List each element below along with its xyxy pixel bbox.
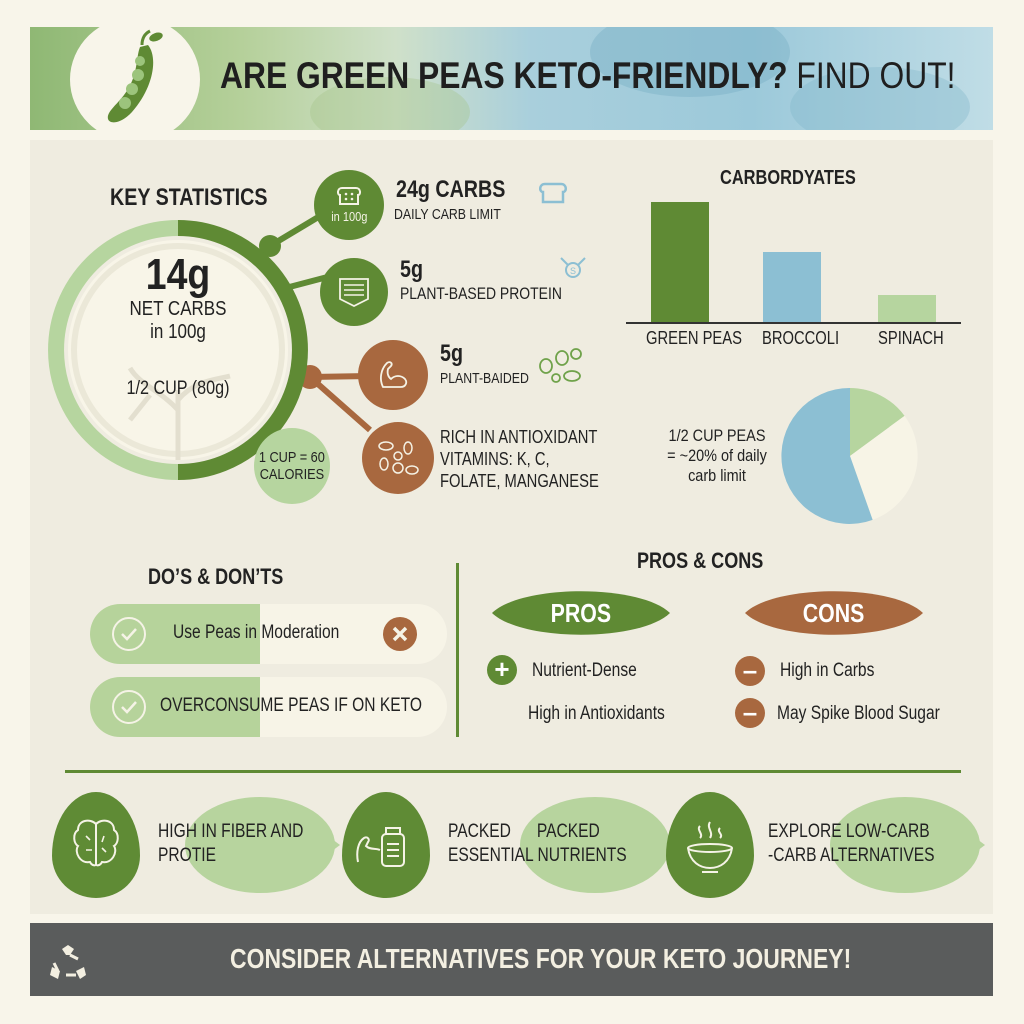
svg-text:S: S — [570, 266, 576, 276]
seeds-icon — [539, 348, 582, 383]
pros-cons-heading: PROS & CONS — [637, 548, 764, 573]
brain-icon-badge — [52, 792, 140, 898]
bar-chart-axis — [626, 322, 961, 324]
arm-bottle-icon-badge — [342, 792, 430, 898]
brain-icon — [73, 819, 119, 867]
bar-label-broccoli: BROCCOLI — [762, 328, 840, 348]
carbs-value: 24g CARBS — [396, 176, 506, 203]
protein-node — [320, 258, 388, 326]
antioxidant-line3: FOLATE, MANGANESE — [440, 471, 599, 491]
soup-bowl-icon — [687, 821, 733, 873]
carbs-label: DAILY CARB LIMIT — [394, 206, 501, 223]
con-item-1: High in Carbs — [780, 660, 875, 681]
net-carbs-center: 14g NET CARBS in 100g 1/2 CUP (80g) — [78, 250, 278, 400]
antioxidant-line1: RICH IN ANTIOXIDANT — [440, 427, 598, 447]
minus-icon: – — [735, 656, 765, 686]
antioxidant-node — [362, 422, 434, 494]
recycle-icon — [50, 945, 86, 979]
antioxidant-text: RICH IN ANTIOXIDANT VITAMINS: K, C, FOLA… — [440, 426, 634, 492]
bar-label-green-peas: GREEN PEAS — [646, 328, 742, 348]
pros-badge: PROS — [550, 597, 612, 628]
bread-icon — [336, 187, 362, 205]
dont-item-text: OVERCONSUME PEAS IF ON KETO — [160, 695, 423, 716]
bar-broccoli — [763, 252, 821, 322]
soup-icon-badge — [666, 792, 754, 898]
pea-pod-icon — [107, 29, 163, 123]
cons-badge: CONS — [803, 597, 865, 628]
plant-protein-node — [358, 340, 428, 410]
feature-alternatives-line2: -CARB ALTERNATIVES — [768, 845, 935, 866]
feature-alternatives-text: EXPLORE LOW-CARB -CARB ALTERNATIVES — [768, 820, 971, 868]
pro-item-2: High in Antioxidants — [528, 703, 665, 724]
pie-caption: 1/2 CUP PEAS = ~20% of daily carb limit — [652, 426, 782, 486]
cons-badge-shape — [745, 591, 923, 635]
protein-label: PLANT-BASED PROTEIN — [400, 284, 562, 303]
flexed-arm-icon — [380, 361, 408, 388]
pro-item-1: Nutrient-Dense — [532, 660, 637, 681]
x-icon — [383, 617, 417, 651]
serving-size: 1/2 CUP (80g) — [126, 378, 230, 399]
minus-icon: – — [735, 698, 765, 728]
arm-and-bottle-icon — [356, 827, 405, 867]
feature-fiber-line2: PROTIE — [158, 845, 217, 866]
bar-spinach — [878, 295, 936, 322]
check-icon — [112, 690, 146, 724]
dont-item-overconsume: OVERCONSUME PEAS IF ON KETO — [90, 677, 447, 737]
bread-outline-icon — [539, 182, 567, 204]
pie-caption-line1: 1/2 CUP PEAS — [668, 426, 766, 445]
plus-icon: + — [487, 655, 517, 685]
net-carbs-label: NET CARBS — [129, 298, 227, 320]
do-item-moderation: Use Peas in Moderation — [90, 604, 447, 664]
main-panel: KEY STATISTICS 14g NET CARBS in 100g 1/2… — [30, 140, 993, 914]
bar-chart-title: CARBORDYATES — [720, 167, 856, 189]
feature-nutrients-text: PACKED PACKED ESSENTIAL NUTRIENTS — [448, 820, 666, 868]
net-carbs-value: 14g — [145, 250, 211, 299]
feature-nutrients-line1: PACKED PACKED — [448, 821, 600, 842]
calories-line1: 1 CUP = 60 — [258, 449, 326, 466]
footer-message: CONSIDER ALTERNATIVES FOR YOUR KETO JOUR… — [230, 943, 852, 974]
calories-bubble: 1 CUP = 60 CALORIES — [254, 428, 330, 504]
page-title: ARE GREEN PEAS KETO-FRIENDLY? FIND OUT! — [220, 55, 956, 96]
header-banner: ARE GREEN PEAS KETO-FRIENDLY? FIND OUT! — [30, 27, 993, 130]
feature-alternatives-line1: EXPLORE LOW-CARB — [768, 821, 930, 842]
bar-label-spinach: SPINACH — [878, 328, 944, 348]
pie-caption-line2: = ~20% of daily — [667, 446, 767, 465]
plant-label: PLANT-BAIDED — [440, 370, 529, 387]
carbs-node: in 100g — [314, 170, 384, 240]
plant-value: 5g — [440, 340, 463, 367]
check-icon — [112, 617, 146, 651]
seeds-icon — [378, 441, 419, 475]
bar-green-peas — [651, 202, 709, 322]
footer-banner: CONSIDER ALTERNATIVES FOR YOUR KETO JOUR… — [30, 923, 993, 996]
feature-fiber-text: HIGH IN FIBER AND PROTIE — [158, 820, 335, 868]
logo-badge — [70, 27, 200, 130]
protein-value: 5g — [400, 256, 423, 283]
nutrition-label-icon — [339, 278, 369, 308]
calories-line2: CALORIES — [259, 466, 325, 483]
antioxidant-line2: VITAMINS: K, C, — [440, 449, 550, 469]
horizontal-divider — [65, 770, 961, 773]
key-statistics-heading: KEY STATISTICS — [110, 184, 268, 211]
con-item-2: May Spike Blood Sugar — [777, 703, 940, 724]
section-divider — [456, 563, 459, 737]
do-item-text: Use Peas in Moderation — [173, 622, 340, 643]
feature-nutrients-line2: ESSENTIAL NUTRIENTS — [448, 845, 627, 866]
pie-caption-line3: carb limit — [688, 466, 746, 485]
carbs-node-label: in 100g — [330, 209, 368, 224]
pros-badge-shape — [492, 591, 670, 635]
net-carbs-unit: in 100g — [150, 321, 206, 343]
molecule-icon: S — [560, 257, 586, 278]
bar-chart — [626, 180, 961, 324]
dos-donts-heading: DO’S & DON’TS — [148, 564, 284, 589]
pie-chart — [781, 388, 918, 524]
feature-fiber-line1: HIGH IN FIBER AND — [158, 821, 304, 842]
